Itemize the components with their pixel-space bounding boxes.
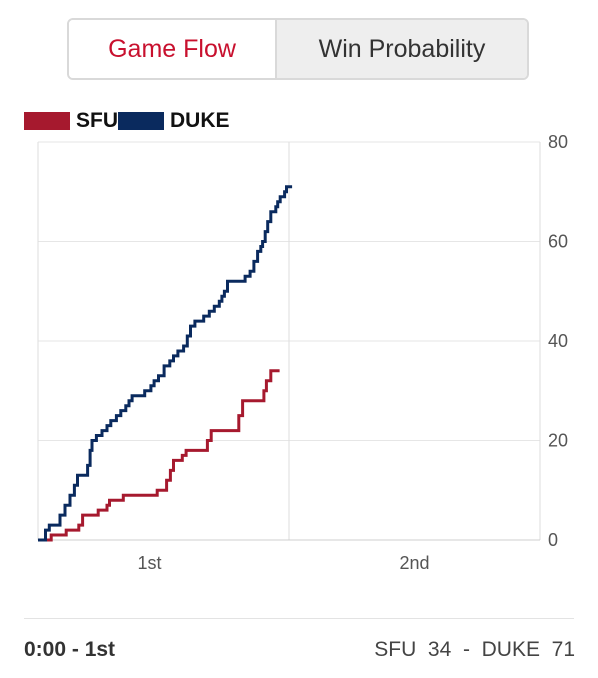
legend-swatch-duke bbox=[118, 112, 164, 130]
away-team: SFU bbox=[374, 638, 417, 661]
legend-item-duke: DUKE bbox=[118, 109, 230, 133]
legend-swatch-sfu bbox=[24, 112, 70, 130]
tab-game-flow[interactable]: Game Flow bbox=[69, 20, 277, 78]
game-clock: 0:00 - 1st bbox=[24, 638, 116, 661]
series-line-sfu bbox=[38, 369, 280, 542]
score-separator: - bbox=[462, 638, 470, 661]
y-tick-label: 40 bbox=[548, 331, 568, 351]
score-summary: SFU 34 - DUKE 71 bbox=[374, 638, 575, 662]
tab-win-probability[interactable]: Win Probability bbox=[277, 20, 527, 78]
legend-item-sfu: SFU bbox=[24, 109, 118, 133]
chart-legend: SFU DUKE bbox=[24, 106, 230, 136]
y-tick-label: 80 bbox=[548, 132, 568, 152]
home-score: 71 bbox=[551, 638, 575, 661]
series-line-duke bbox=[38, 185, 293, 542]
away-score: 34 bbox=[427, 638, 452, 661]
game-flow-chart: 0 20 40 60 80 1st 2nd bbox=[37, 132, 568, 573]
y-tick-label: 0 bbox=[548, 530, 558, 550]
x-tick-label-2nd: 2nd bbox=[399, 553, 429, 573]
legend-label-duke: DUKE bbox=[170, 109, 230, 132]
chart-view-tabs: Game Flow Win Probability bbox=[67, 18, 529, 80]
y-tick-label: 20 bbox=[548, 431, 568, 451]
legend-label-sfu: SFU bbox=[76, 109, 118, 132]
footer-divider bbox=[24, 618, 574, 619]
y-tick-label: 60 bbox=[548, 232, 568, 252]
home-team: DUKE bbox=[481, 638, 540, 661]
x-tick-label-1st: 1st bbox=[137, 553, 161, 573]
